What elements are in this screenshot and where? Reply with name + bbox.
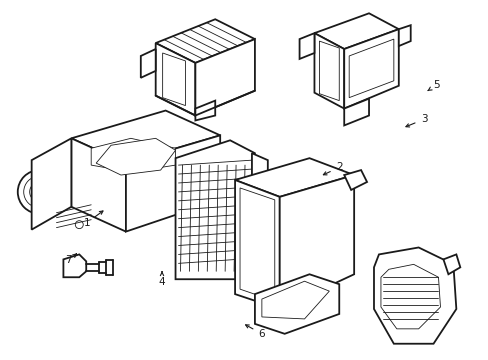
Circle shape bbox=[18, 170, 61, 214]
Text: 7: 7 bbox=[65, 255, 72, 265]
Circle shape bbox=[447, 261, 453, 267]
Circle shape bbox=[75, 221, 83, 229]
Polygon shape bbox=[398, 25, 410, 46]
Text: 2: 2 bbox=[335, 162, 342, 172]
Circle shape bbox=[325, 44, 332, 50]
Polygon shape bbox=[344, 99, 368, 125]
Polygon shape bbox=[155, 43, 195, 116]
Polygon shape bbox=[163, 53, 185, 105]
Circle shape bbox=[24, 176, 55, 208]
Polygon shape bbox=[71, 111, 220, 163]
Polygon shape bbox=[155, 19, 254, 63]
Polygon shape bbox=[314, 33, 344, 109]
Polygon shape bbox=[195, 100, 215, 121]
Polygon shape bbox=[380, 264, 440, 329]
Polygon shape bbox=[299, 33, 314, 59]
Polygon shape bbox=[195, 39, 254, 116]
Text: 3: 3 bbox=[420, 114, 427, 124]
Polygon shape bbox=[175, 140, 254, 279]
Polygon shape bbox=[314, 13, 398, 49]
Polygon shape bbox=[319, 41, 339, 100]
Circle shape bbox=[264, 304, 274, 314]
Polygon shape bbox=[251, 153, 267, 279]
Circle shape bbox=[170, 75, 178, 83]
Polygon shape bbox=[96, 138, 175, 175]
Polygon shape bbox=[71, 138, 126, 231]
Polygon shape bbox=[32, 138, 71, 230]
Polygon shape bbox=[373, 247, 455, 344]
Polygon shape bbox=[91, 138, 175, 172]
Polygon shape bbox=[141, 49, 155, 78]
Circle shape bbox=[303, 43, 309, 49]
Polygon shape bbox=[344, 170, 366, 190]
Polygon shape bbox=[344, 29, 398, 109]
Text: 5: 5 bbox=[432, 80, 439, 90]
Circle shape bbox=[30, 182, 49, 202]
Polygon shape bbox=[279, 175, 353, 309]
Polygon shape bbox=[262, 281, 328, 319]
Circle shape bbox=[314, 304, 324, 314]
Polygon shape bbox=[443, 255, 459, 274]
Circle shape bbox=[351, 176, 359, 184]
Text: 4: 4 bbox=[159, 277, 165, 287]
Polygon shape bbox=[254, 274, 339, 334]
Text: 6: 6 bbox=[258, 329, 264, 339]
Polygon shape bbox=[235, 158, 353, 197]
Polygon shape bbox=[348, 39, 393, 98]
Circle shape bbox=[350, 109, 356, 116]
Polygon shape bbox=[63, 255, 86, 277]
Text: 1: 1 bbox=[83, 218, 90, 228]
Polygon shape bbox=[126, 135, 220, 231]
Polygon shape bbox=[240, 188, 274, 301]
Polygon shape bbox=[235, 180, 279, 309]
Circle shape bbox=[144, 60, 150, 66]
